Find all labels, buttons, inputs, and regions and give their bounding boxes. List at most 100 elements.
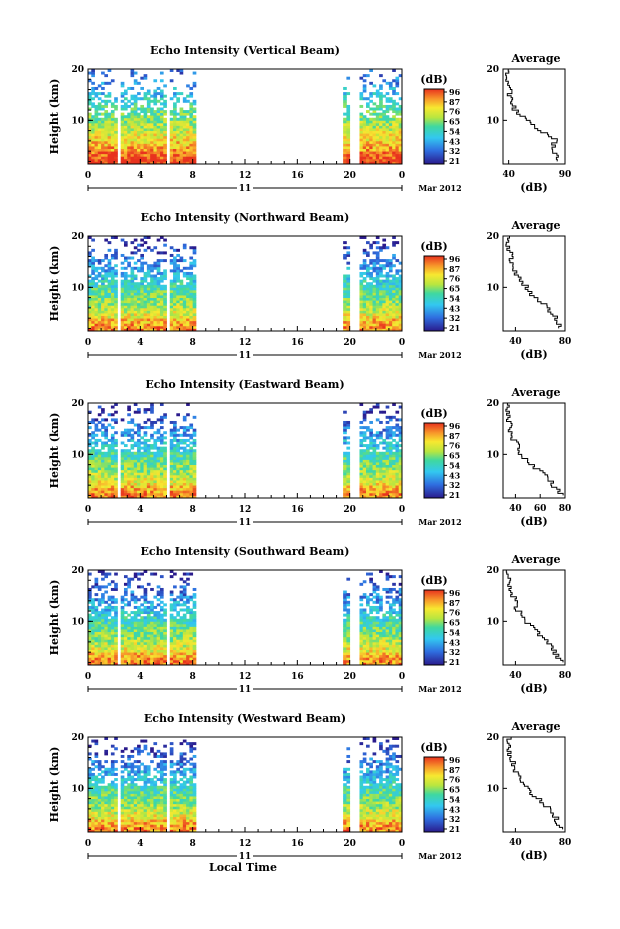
heatmap-cell — [388, 284, 393, 288]
heatmap-cell — [97, 161, 102, 165]
heatmap-cell — [110, 282, 115, 286]
heatmap-cell — [369, 292, 373, 296]
heatmap-cell — [189, 639, 194, 643]
heatmap-cell — [176, 495, 180, 499]
heatmap-cell — [392, 492, 396, 496]
heatmap-cell — [156, 618, 161, 622]
heatmap-cell — [192, 146, 197, 149]
heatmap-cell — [133, 464, 138, 468]
heatmap-cell — [159, 236, 164, 239]
heatmap-cell — [385, 295, 390, 299]
heatmap-cell — [179, 467, 184, 471]
heatmap-cell — [359, 130, 364, 134]
heatmap-cell — [372, 110, 377, 114]
heatmap-cell — [153, 605, 158, 609]
heatmap-cell — [127, 454, 131, 458]
heatmap-cell — [130, 428, 135, 432]
heatmap-cell — [137, 284, 141, 288]
heatmap-cell — [176, 464, 180, 468]
heatmap-cell — [179, 590, 184, 594]
heatmap-cell — [343, 477, 347, 481]
heatmap-cell — [169, 570, 174, 573]
heatmap-cell — [159, 128, 164, 132]
heatmap-cell — [359, 662, 364, 666]
heatmap-cell — [91, 634, 95, 638]
heatmap-cell — [127, 153, 131, 157]
heatmap-cell — [169, 659, 174, 663]
heatmap-cell — [127, 492, 131, 496]
heatmap-cell — [127, 449, 131, 453]
heatmap-cell — [127, 456, 131, 460]
heatmap-cell — [182, 117, 187, 121]
heatmap-cell — [156, 613, 161, 617]
heatmap-cell — [94, 282, 99, 286]
heatmap-cell — [366, 297, 370, 301]
heatmap-cell — [176, 446, 180, 450]
heatmap-cell — [343, 146, 347, 149]
heatmap-cell — [107, 261, 112, 265]
heatmap-cell — [153, 639, 158, 643]
heatmap-cell — [123, 456, 128, 460]
heatmap-cell — [114, 641, 118, 645]
heatmap-cell — [156, 107, 161, 111]
heatmap-cell — [94, 295, 99, 299]
heatmap-cell — [375, 287, 380, 291]
heatmap-cell — [372, 662, 377, 666]
heatmap-cell — [97, 459, 102, 463]
heatmap-cell — [150, 618, 154, 622]
heatmap-cell — [97, 616, 102, 620]
heatmap-cell — [146, 492, 151, 496]
heatmap-cell — [104, 295, 109, 299]
heatmap-cell — [114, 585, 118, 589]
heatmap-cell — [375, 158, 380, 162]
heatmap-cell — [359, 289, 364, 293]
heatmap-cell — [369, 639, 373, 643]
heatmap-cell — [150, 611, 154, 615]
heatmap-cell — [346, 459, 351, 463]
heatmap-cell — [343, 605, 347, 609]
heatmap-cell — [379, 456, 383, 460]
heatmap-cell — [382, 243, 387, 247]
heatmap-cell — [137, 128, 141, 132]
heatmap-cell — [91, 495, 95, 499]
heatmap-cell — [362, 89, 367, 93]
heatmap-cell — [382, 305, 387, 309]
heatmap-cell — [120, 595, 125, 599]
heatmap-cell — [114, 662, 118, 666]
heatmap-cell — [91, 325, 95, 329]
heatmap-cell — [392, 79, 396, 83]
heatmap-cell — [179, 310, 184, 314]
heatmap-cell — [91, 647, 95, 650]
heatmap-cell — [120, 662, 125, 666]
heatmap-cell — [392, 467, 396, 471]
heatmap-cell — [94, 86, 99, 90]
heatmap-cell — [192, 485, 197, 489]
heatmap-cell — [375, 305, 380, 309]
heatmap-cell — [192, 282, 197, 286]
heatmap-cell — [176, 639, 180, 643]
average-profile-line — [505, 68, 559, 162]
heatmap-cell — [189, 467, 194, 471]
heatmap-cell — [375, 104, 380, 108]
heatmap-cell — [137, 605, 141, 609]
heatmap-cell — [130, 595, 135, 599]
heatmap-cell — [369, 161, 373, 165]
heatmap-cell — [366, 492, 370, 496]
heatmap-cell — [362, 647, 367, 650]
heatmap-cell — [169, 282, 174, 286]
heatmap-cell — [137, 289, 141, 293]
heatmap-cell — [97, 654, 102, 658]
heatmap-cell — [398, 472, 403, 476]
heatmap-cell — [133, 112, 138, 116]
heatmap-cell — [173, 302, 177, 306]
heatmap-cell — [359, 451, 364, 455]
heatmap-cell — [114, 292, 118, 296]
heatmap-cell — [186, 647, 190, 650]
heatmap-cell — [385, 148, 390, 152]
heatmap-cell — [369, 611, 373, 615]
heatmap-cell — [359, 117, 364, 121]
heatmap-cell — [94, 277, 99, 281]
heatmap-cell — [369, 297, 373, 301]
heatmap-cell — [123, 289, 128, 293]
heatmap-cell — [192, 320, 197, 324]
